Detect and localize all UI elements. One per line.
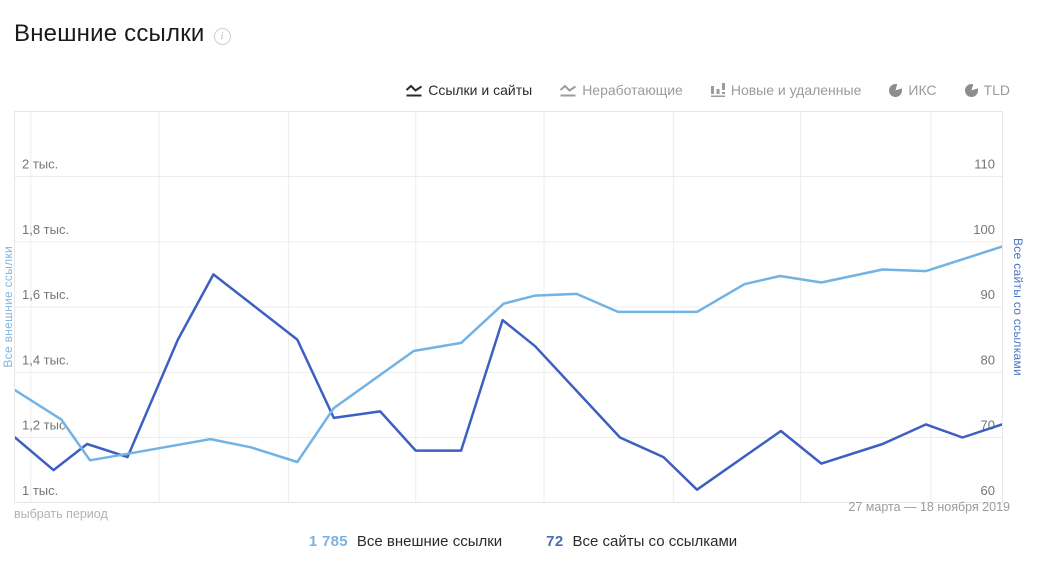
svg-text:1,6 тыс.: 1,6 тыс. bbox=[22, 287, 69, 302]
line-chart-icon bbox=[406, 84, 423, 97]
select-period-link[interactable]: выбрать период bbox=[14, 507, 108, 521]
tab-label: Новые и удаленные bbox=[730, 82, 862, 98]
legend-value: 1 785 bbox=[308, 533, 348, 550]
pie-chart-icon bbox=[964, 83, 978, 97]
legend-value: 72 bbox=[546, 533, 564, 550]
tab-new-and-removed[interactable]: Новые и удаленные bbox=[710, 82, 862, 98]
series-line-linking-sites bbox=[13, 273, 1004, 491]
svg-text:2 тыс.: 2 тыс. bbox=[22, 157, 58, 172]
legend-label: Все сайты со ссылками bbox=[572, 533, 738, 550]
legend-label: Все внешние ссылки bbox=[356, 533, 503, 550]
tab-label: ИКС bbox=[908, 82, 937, 98]
title-row: Внешние ссылки i bbox=[14, 20, 231, 48]
svg-text:1,8 тыс.: 1,8 тыс. bbox=[22, 222, 69, 237]
bar-chart-icon bbox=[710, 83, 725, 98]
tab-label: TLD bbox=[983, 82, 1010, 98]
svg-text:1,4 тыс.: 1,4 тыс. bbox=[22, 352, 69, 367]
tab-broken[interactable]: Неработающие bbox=[560, 82, 683, 98]
tab-tld[interactable]: TLD bbox=[964, 82, 1010, 98]
svg-text:100: 100 bbox=[973, 222, 995, 237]
right-axis-title: Все сайты со ссылками bbox=[1011, 237, 1025, 377]
svg-text:60: 60 bbox=[981, 483, 995, 498]
period-range-label: 27 марта — 18 ноября 2019 bbox=[848, 500, 1010, 514]
legend-item-linking-sites[interactable]: 72 Все сайты со ссылками bbox=[546, 533, 737, 550]
svg-text:90: 90 bbox=[981, 287, 995, 302]
svg-text:80: 80 bbox=[981, 352, 995, 367]
svg-text:110: 110 bbox=[974, 157, 995, 172]
tab-bar: Ссылки и сайты Неработающие bbox=[406, 82, 1010, 98]
info-icon[interactable]: i bbox=[213, 27, 231, 45]
svg-text:1,2 тыс.: 1,2 тыс. bbox=[22, 418, 69, 433]
pie-chart-icon bbox=[889, 83, 903, 97]
legend-item-external-links[interactable]: 1 785 Все внешние ссылки bbox=[309, 533, 502, 550]
chart-legend: 1 785 Все внешние ссылки 72 Все сайты со… bbox=[0, 533, 1046, 550]
page-title: Внешние ссылки bbox=[14, 20, 205, 47]
svg-text:1 тыс.: 1 тыс. bbox=[22, 483, 58, 498]
chart-plot[interactable]: 2 тыс. 1,8 тыс. 1,6 тыс. 1,4 тыс. 1,2 тыс. 1 … bbox=[13, 111, 1004, 503]
left-axis-title: Все внешние ссылки bbox=[1, 246, 15, 368]
tab-links-and-sites[interactable]: Ссылки и сайты bbox=[406, 82, 532, 98]
tab-label: Неработающие bbox=[582, 82, 683, 98]
line-chart-icon bbox=[560, 84, 577, 97]
tab-iks[interactable]: ИКС bbox=[889, 82, 937, 98]
tab-label: Ссылки и сайты bbox=[428, 82, 533, 98]
series-line-external-links bbox=[13, 245, 1004, 464]
